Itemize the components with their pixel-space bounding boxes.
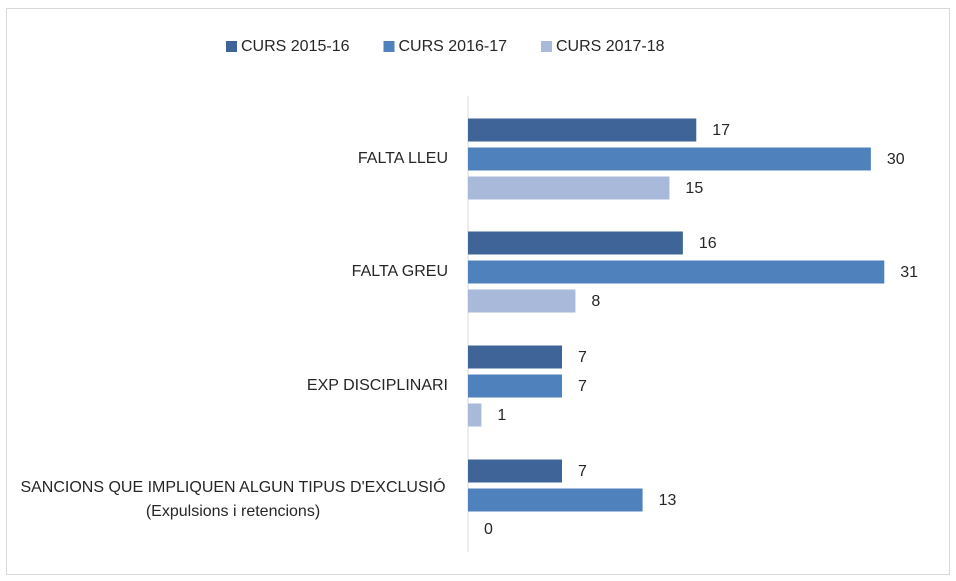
value-label: 16 — [699, 235, 717, 252]
legend-swatch — [226, 41, 237, 52]
value-label: 1 — [497, 407, 506, 424]
bar — [468, 231, 683, 255]
category-label: SANCIONS QUE IMPLIQUEN ALGUN TIPUS D'EXC… — [20, 479, 446, 520]
value-label: 17 — [712, 122, 730, 139]
value-label: 8 — [591, 293, 600, 310]
value-label: 7 — [578, 463, 587, 480]
legend-label: CURS 2016-17 — [399, 38, 508, 55]
category-label: FALTA GREU — [351, 263, 448, 280]
bar — [468, 459, 562, 483]
value-label: 7 — [578, 378, 587, 395]
chart-frame — [6, 8, 950, 575]
legend-swatch — [541, 41, 552, 52]
bar — [468, 289, 576, 313]
bar — [468, 260, 885, 284]
value-label: 0 — [484, 521, 493, 538]
bar — [468, 345, 562, 369]
legend-swatch — [383, 41, 395, 52]
bar — [468, 403, 482, 427]
legend-label: CURS 2015-16 — [241, 38, 350, 55]
bar — [468, 176, 670, 200]
bar — [468, 147, 871, 171]
legend-label: CURS 2017-18 — [556, 38, 665, 55]
bar — [468, 118, 697, 142]
value-label: 30 — [887, 151, 905, 168]
category-label: FALTA LLEU — [357, 150, 448, 167]
value-label: 13 — [659, 492, 677, 509]
bar — [468, 488, 643, 512]
category-label: EXP DISCIPLINARI — [306, 377, 448, 394]
value-label: 7 — [578, 349, 587, 366]
bar — [468, 374, 562, 398]
value-label: 15 — [685, 180, 703, 197]
value-label: 31 — [900, 264, 918, 281]
